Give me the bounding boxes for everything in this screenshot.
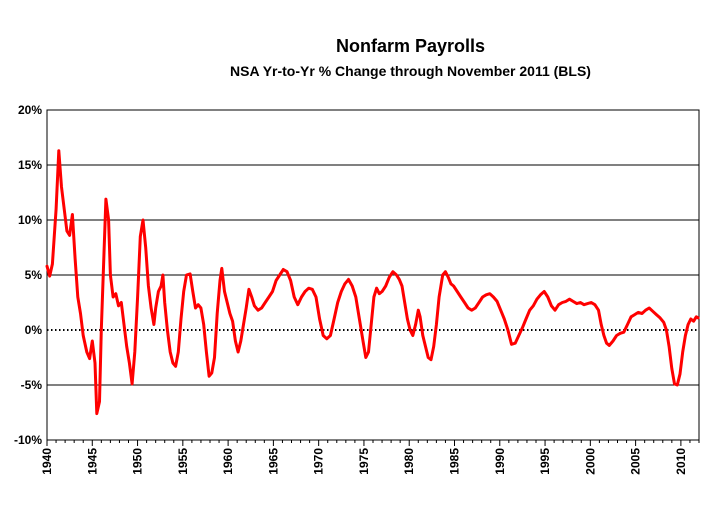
axes (46, 109, 700, 446)
y-tick-label: 0% (25, 323, 43, 337)
x-tick-label: 1955 (176, 448, 190, 475)
x-tick-label: 1940 (40, 448, 54, 475)
y-tick-label: 10% (18, 213, 42, 227)
x-tick-label: 1975 (357, 448, 371, 475)
y-tick-label: -5% (21, 378, 43, 392)
x-tick-label: 1950 (131, 448, 145, 475)
x-tick-label: 1970 (312, 448, 326, 475)
x-tick-label: 1965 (266, 448, 280, 475)
x-tick-label: 1990 (493, 448, 507, 475)
x-tick-label: 2010 (674, 448, 688, 475)
x-tick-label: 2000 (583, 448, 597, 475)
y-tick-labels: 20% 15% 10% 5% 0% -5% -10% (14, 103, 42, 447)
x-tick-label: 2005 (629, 448, 643, 475)
chart-title: Nonfarm Payrolls (335, 36, 486, 56)
gridlines (47, 109, 699, 441)
y-tick-label: 20% (18, 103, 42, 117)
series-layer (45, 149, 700, 416)
x-tick-label: 1995 (538, 448, 552, 475)
x-tick-label: 1960 (221, 448, 235, 475)
y-tick-label: 15% (18, 158, 42, 172)
chart-subtitle: NSA Yr-to-Yr % Change through November 2… (230, 63, 591, 79)
y-tick-label: 5% (25, 268, 43, 282)
x-tick-labels: 1940 1945 1950 1955 1960 1965 1970 1975 1980 1985… (40, 448, 688, 475)
x-tick-label: 1945 (85, 448, 99, 475)
x-tick-label: 1985 (448, 448, 462, 475)
y-tick-label: -10% (14, 433, 42, 447)
x-tick-label: 1980 (402, 448, 416, 475)
series-line (45, 149, 700, 416)
